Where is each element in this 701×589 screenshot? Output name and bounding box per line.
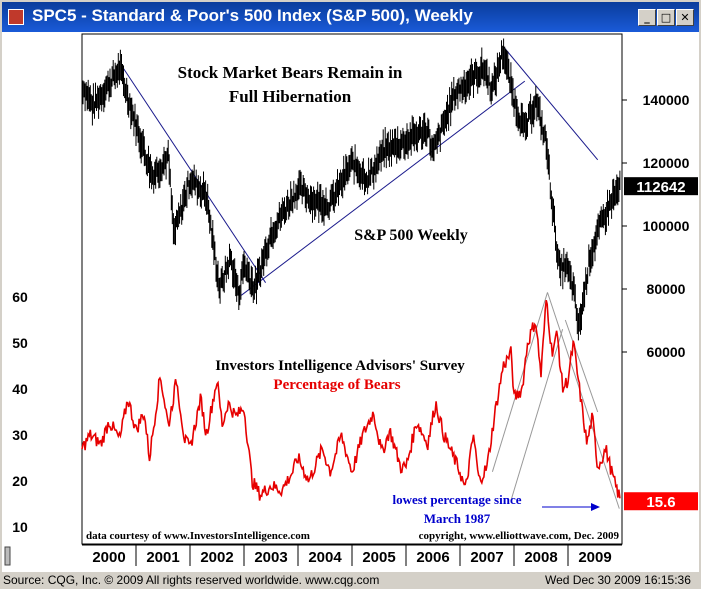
- lowest-annotation-line2: March 1987: [424, 511, 491, 526]
- data-courtesy-note: data courtesy of www.InvestorsIntelligen…: [86, 530, 310, 542]
- title-bar: SPC5 - Standard & Poor's 500 Index (S&P …: [2, 2, 699, 32]
- y-tick-label-right: 100000: [643, 218, 690, 234]
- survey-title: Investors Intelligence Advisors' Survey: [215, 358, 465, 374]
- y-tick-label-left: 50: [12, 335, 28, 351]
- status-datetime: Wed Dec 30 2009 16:15:36: [545, 573, 691, 587]
- window-title: SPC5 - Standard & Poor's 500 Index (S&P …: [32, 6, 473, 25]
- lowest-annotation-arrowhead: [591, 503, 600, 511]
- bears-last-value-box: [624, 492, 698, 511]
- y-tick-label-right: 80000: [647, 281, 686, 297]
- x-tick-label: 2006: [416, 549, 449, 566]
- close-button[interactable]: ✕: [676, 9, 694, 26]
- status-bar: Source: CQG, Inc. © 2009 All rights rese…: [0, 572, 701, 589]
- y-tick-label-right: 60000: [647, 344, 686, 360]
- plot-frame: [81, 33, 623, 545]
- y-tick-label-left: 60: [12, 289, 28, 305]
- chart-title-line2: Full Hibernation: [229, 87, 352, 106]
- y-tick-label-left: 20: [12, 473, 28, 489]
- y-tick-label-left: 40: [12, 381, 28, 397]
- chart-svg: Stock Market Bears Remain in Full Hibern…: [4, 33, 698, 566]
- wedge-fall-lower: [547, 292, 620, 509]
- y-tick-label-right: 140000: [643, 92, 690, 108]
- x-tick-label: 2009: [578, 549, 611, 566]
- x-tick-label: 2005: [362, 549, 395, 566]
- bears-last-value-label: 15.6: [646, 494, 675, 511]
- sp500-last-value-label: 112642: [636, 179, 685, 196]
- bears-series-label: Percentage of Bears: [273, 377, 400, 393]
- lowest-annotation-line1: lowest percentage since: [392, 492, 521, 507]
- x-tick-label: 2001: [146, 549, 179, 566]
- wedge-rise-lower: [510, 329, 564, 500]
- x-tick-label: 2003: [254, 549, 287, 566]
- sp500-series-line: [81, 38, 621, 341]
- y-tick-label-left: 30: [12, 427, 28, 443]
- x-tick-label: 2007: [470, 549, 503, 566]
- x-tick-label: 2008: [524, 549, 557, 566]
- trendline-2003-2008: [240, 80, 526, 296]
- x-tick-label: 2004: [308, 549, 342, 566]
- trendline-2007-2009: [502, 46, 599, 161]
- maximize-button[interactable]: □: [657, 9, 675, 26]
- scroll-handle[interactable]: [4, 546, 11, 566]
- copyright-note: copyright, www.elliottwave.com, Dec. 200…: [419, 530, 620, 542]
- sp500-last-value-box: [624, 177, 698, 196]
- minimize-button[interactable]: _: [638, 9, 656, 26]
- app-icon: [8, 9, 24, 25]
- sp500-series-label: S&P 500 Weekly: [354, 227, 468, 244]
- bears-series-line: [81, 300, 621, 501]
- wedge-rise-upper: [491, 292, 548, 472]
- status-source: Source: CQG, Inc. © 2009 All rights rese…: [3, 573, 380, 587]
- wedge-fall-upper: [564, 319, 599, 413]
- y-tick-label-right: 120000: [643, 155, 690, 171]
- x-tick-label: 2002: [200, 549, 233, 566]
- x-tick-label: 2000: [92, 549, 125, 566]
- chart-title-line1: Stock Market Bears Remain in: [178, 63, 403, 82]
- y-tick-label-left: 10: [12, 519, 28, 535]
- chart-area: Stock Market Bears Remain in Full Hibern…: [2, 32, 699, 572]
